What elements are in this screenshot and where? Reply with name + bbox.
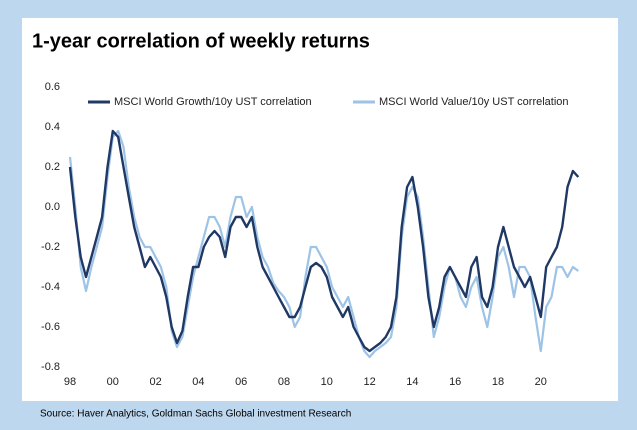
x-tick-label: 00 [107,376,119,388]
x-tick-label: 04 [192,376,204,388]
y-tick-label: -0.6 [41,321,60,333]
y-tick-label: 0.6 [45,81,60,93]
chart-title: 1-year correlation of weekly returns [32,30,370,52]
x-tick-label: 06 [235,376,247,388]
y-tick-label: 0.2 [45,161,60,173]
x-tick-label: 18 [492,376,504,388]
x-tick-label: 10 [321,376,333,388]
y-tick-label: -0.2 [41,241,60,253]
series-line [68,129,580,353]
series-line [68,129,579,359]
x-tick-label: 16 [449,376,461,388]
x-tick-label: 12 [363,376,375,388]
legend-label: MSCI World Growth/10y UST correlation [114,96,312,108]
x-tick-label: 20 [535,376,547,388]
x-tick-label: 98 [64,376,76,388]
legend-label: MSCI World Value/10y UST correlation [379,96,569,108]
panel [22,18,618,401]
y-tick-label: -0.4 [41,281,60,293]
y-tick-label: -0.8 [41,361,60,373]
y-tick-label: 0.0 [45,201,60,213]
y-tick-label: 0.4 [45,121,60,133]
x-tick-label: 14 [406,376,418,388]
x-tick-label: 08 [278,376,290,388]
source: Source: Haver Analytics, Goldman Sachs G… [40,409,351,420]
x-tick-label: 02 [149,376,161,388]
